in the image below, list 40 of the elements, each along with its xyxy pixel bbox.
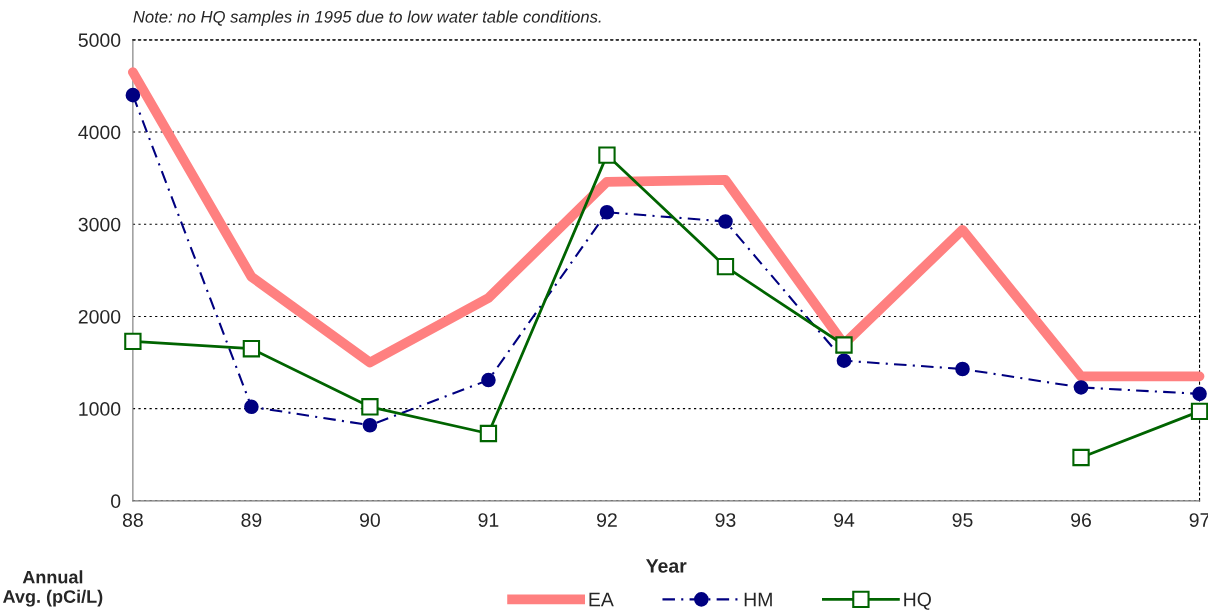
text: Note: no HQ samples in 1995 due to low water table conditions. [133, 10, 601, 27]
point [1073, 380, 1089, 395]
point [835, 336, 853, 354]
x-tick-label: 96 [1071, 513, 1091, 527]
point [242, 340, 261, 358]
x-tick-label: 90 [360, 513, 380, 527]
y-tick-label: 5000 [78, 33, 121, 48]
y-tick-label: 0 [111, 494, 121, 509]
x-tick-label: 88 [122, 513, 143, 527]
y-tick-label: 4000 [78, 125, 121, 140]
y-tick-label: 1000 [79, 402, 121, 416]
y-tick-label: 2000 [78, 309, 121, 324]
point [1072, 448, 1090, 467]
x-axis-title: Year [646, 559, 687, 573]
point [362, 417, 378, 433]
legend-label: HQ [904, 592, 931, 610]
point [125, 87, 141, 103]
point [598, 146, 616, 164]
point [716, 257, 735, 276]
x-tick-label: 91 [478, 513, 499, 527]
x-tick-label: 92 [597, 513, 617, 527]
point [1192, 386, 1207, 402]
point [124, 332, 142, 350]
point [599, 204, 615, 220]
x-tick-label: 89 [241, 513, 262, 527]
point [718, 214, 733, 229]
point [1190, 402, 1208, 421]
point [481, 372, 496, 388]
legend-label: EA [589, 592, 614, 607]
y-axis-title: Annual Avg. (pCi/L) [3, 570, 103, 607]
point [361, 398, 379, 416]
x-tick-label: 94 [834, 513, 855, 527]
x-tick-label: 93 [715, 513, 736, 527]
point [955, 361, 970, 377]
legend-label: HM [744, 592, 772, 607]
point [836, 353, 852, 368]
point [479, 424, 498, 443]
x-tick-label: 95 [952, 513, 973, 527]
y-tick-label: 3000 [78, 217, 121, 232]
point [244, 399, 259, 415]
